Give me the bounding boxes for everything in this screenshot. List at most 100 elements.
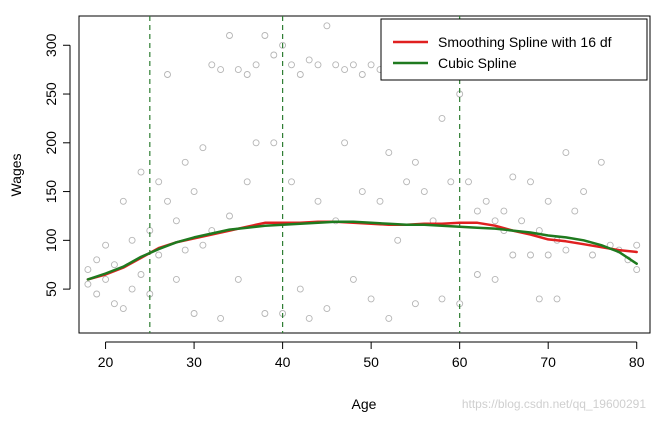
data-point (367, 295, 375, 303)
data-point (261, 310, 269, 317)
data-point (597, 158, 605, 166)
data-point (119, 305, 127, 313)
data-point (137, 271, 145, 278)
data-point (270, 139, 278, 147)
data-point (252, 61, 260, 69)
data-point (553, 295, 561, 303)
data-point (527, 251, 534, 259)
data-point (181, 158, 189, 166)
series-line-smoothing-spline (86, 220, 638, 281)
data-point (385, 314, 393, 322)
data-point (544, 197, 552, 205)
data-point (102, 241, 110, 249)
legend: Smoothing Spline with 16 df Cubic Spline (380, 18, 648, 81)
data-point (314, 197, 322, 205)
data-point (332, 61, 340, 69)
data-point (473, 271, 481, 278)
data-point (288, 178, 295, 186)
y-tick-label: 300 (43, 33, 59, 57)
x-tick-label: 20 (98, 354, 114, 370)
data-point (288, 61, 295, 69)
data-point (580, 188, 588, 196)
data-point (226, 212, 233, 220)
legend-label-cubic: Cubic Spline (438, 55, 517, 71)
y-tick-label: 50 (43, 281, 59, 297)
data-point (243, 178, 251, 186)
y-tick-label: 250 (43, 82, 59, 106)
data-point (473, 207, 481, 215)
data-point (562, 149, 570, 157)
data-point (420, 188, 428, 196)
data-point (261, 32, 269, 39)
data-point (172, 217, 180, 225)
x-axis: 20 30 40 50 60 70 80 (98, 341, 645, 370)
plot-frame (78, 15, 651, 334)
data-point (128, 285, 136, 293)
data-point (571, 207, 579, 215)
data-point (172, 275, 180, 283)
data-point (438, 295, 446, 303)
data-point (438, 114, 446, 122)
data-point (341, 139, 349, 147)
data-point (323, 22, 331, 30)
data-point (411, 158, 419, 166)
data-point (217, 66, 225, 74)
data-point (234, 275, 242, 283)
y-tick-label: 150 (43, 180, 59, 204)
data-point (296, 71, 304, 78)
y-axis: 50 100 150 200 250 300 (43, 33, 71, 297)
data-point (110, 300, 118, 308)
data-point (181, 246, 189, 254)
data-point (509, 173, 517, 181)
x-axis-label: Age (352, 396, 377, 412)
data-point (491, 217, 499, 225)
data-point (296, 285, 304, 293)
data-point (341, 66, 349, 74)
data-point (226, 32, 233, 39)
data-point (349, 275, 357, 283)
data-point (349, 61, 357, 69)
y-tick-label: 200 (43, 131, 59, 155)
data-point (323, 305, 331, 313)
data-point (199, 144, 207, 152)
data-point (305, 314, 313, 322)
data-point (403, 178, 411, 186)
y-axis-label: Wages (8, 153, 24, 196)
data-point (562, 246, 570, 254)
data-point (252, 139, 260, 147)
data-point (633, 266, 641, 274)
data-point (110, 261, 118, 269)
data-point (243, 71, 251, 78)
data-point (385, 149, 393, 157)
series-line-cubic-spline (86, 220, 638, 281)
data-point (305, 56, 313, 64)
data-point (199, 241, 207, 249)
data-point (279, 41, 287, 49)
data-point (500, 207, 508, 215)
data-point (358, 71, 366, 78)
data-point (358, 188, 366, 196)
series-lines (86, 220, 638, 281)
data-point (314, 61, 322, 69)
data-point (633, 241, 641, 249)
data-point (465, 178, 472, 186)
x-tick-label: 40 (275, 354, 291, 370)
legend-box (380, 18, 648, 81)
data-point (447, 178, 455, 186)
data-point (208, 61, 216, 69)
data-point (102, 275, 110, 283)
data-point (190, 188, 198, 196)
data-point (119, 197, 127, 205)
data-point (217, 314, 225, 322)
data-point (164, 197, 171, 205)
data-point (270, 51, 278, 59)
x-tick-label: 60 (452, 354, 468, 370)
data-point (164, 71, 171, 78)
data-point (509, 251, 517, 259)
data-point (84, 280, 92, 288)
x-tick-label: 70 (540, 354, 556, 370)
knot-lines (149, 16, 461, 333)
legend-label-smoothing: Smoothing Spline with 16 df (438, 34, 612, 50)
x-tick-label: 50 (363, 354, 379, 370)
